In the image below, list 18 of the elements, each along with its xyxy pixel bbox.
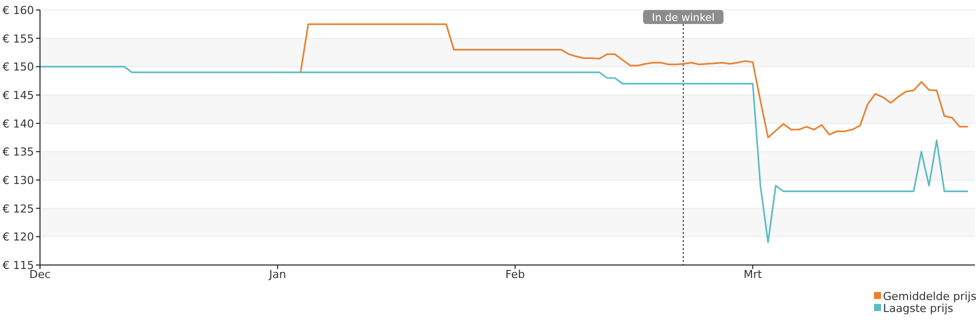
y-tick-label: € 140 bbox=[2, 117, 34, 130]
x-tick-label: Mrt bbox=[744, 268, 763, 281]
x-tick-label: Jan bbox=[268, 268, 286, 281]
y-tick-label: € 160 bbox=[2, 4, 34, 17]
x-tick-label: Feb bbox=[505, 268, 525, 281]
y-tick-label: € 130 bbox=[2, 174, 34, 187]
y-tick-label: € 145 bbox=[2, 89, 34, 102]
x-tick-label: Dec bbox=[29, 268, 51, 281]
legend-label: Gemiddelde prijs bbox=[883, 290, 977, 303]
legend-label: Laagste prijs bbox=[883, 302, 954, 315]
y-tick-label: € 125 bbox=[2, 202, 34, 216]
y-tick-label: € 135 bbox=[2, 146, 34, 159]
line-series bbox=[300, 23, 968, 138]
y-tick-label: € 155 bbox=[2, 32, 34, 46]
y-tick-label: € 120 bbox=[2, 230, 34, 244]
annotation: In de winkel bbox=[652, 12, 715, 24]
line-series bbox=[39, 66, 968, 244]
y-tick-label: € 150 bbox=[2, 60, 34, 74]
